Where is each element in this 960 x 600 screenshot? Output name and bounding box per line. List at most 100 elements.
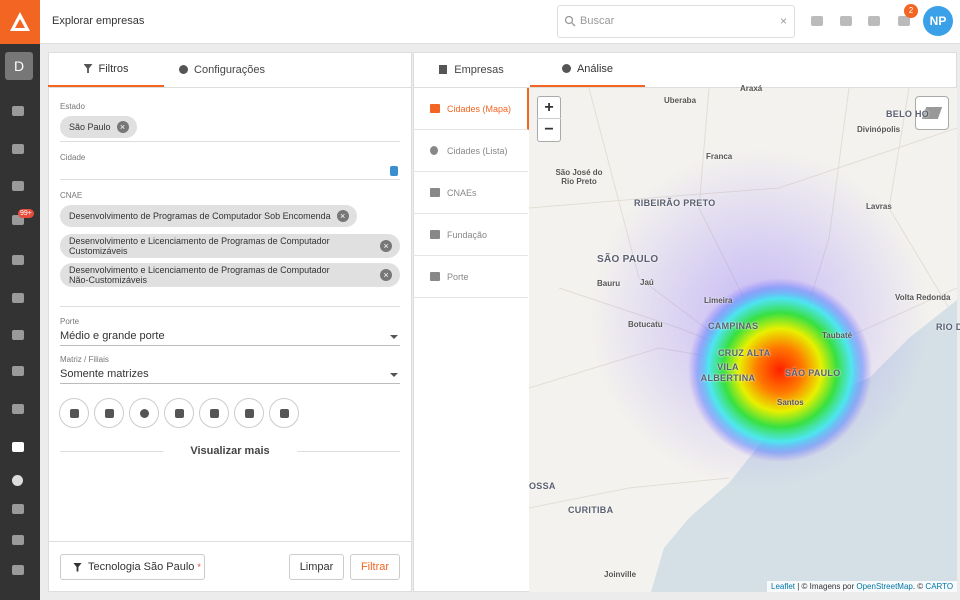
clear-button[interactable]: Limpar — [289, 554, 344, 580]
menu-label: CNAEs — [447, 187, 477, 198]
zoom-control — [537, 96, 561, 142]
notification-count: 2 — [904, 4, 918, 18]
select-caret — [390, 373, 398, 381]
location-icon[interactable] — [390, 166, 398, 176]
zoom-in[interactable]: + — [537, 96, 561, 119]
user-avatar[interactable]: NP — [923, 6, 953, 36]
map-label: Joinville — [604, 570, 637, 579]
map-label: RIBEIRÃO PRETO — [634, 198, 716, 208]
divider — [60, 451, 163, 452]
tab[interactable]: Configurações — [164, 52, 280, 87]
chip-text: Desenvolvimento e Licenciamento de Progr… — [69, 265, 330, 285]
saved-filter[interactable]: Tecnologia São Paulo * — [60, 554, 205, 580]
tab-label: Filtros — [98, 62, 129, 75]
text: | © Imagens por — [795, 582, 857, 591]
select-value[interactable]: Somente matrizes — [60, 368, 149, 380]
search-placeholder: Buscar — [580, 15, 615, 27]
link[interactable]: Leaflet — [771, 582, 796, 591]
map-label: Jaú — [640, 278, 654, 287]
tab-label: Configurações — [194, 63, 265, 76]
tab[interactable]: Empresas — [413, 52, 530, 87]
map-label: SÃO PAULO — [597, 254, 659, 265]
link[interactable]: OpenStreetMap — [856, 582, 913, 591]
map-label: CRUZ ALTA — [718, 348, 771, 358]
chip-text: Desenvolvimento de Programas de Computad… — [69, 211, 331, 221]
nav-icon[interactable] — [12, 144, 24, 154]
nav-icon[interactable] — [12, 215, 24, 225]
menu-item[interactable]: CNAEs — [413, 172, 528, 214]
menu-item[interactable]: Fundação — [413, 214, 528, 256]
menu-label: Fundação — [447, 229, 488, 240]
filters-panel — [48, 52, 412, 592]
logo[interactable] — [0, 0, 40, 44]
map-label: VILA ALBERTINA — [700, 362, 756, 383]
layers-control[interactable] — [915, 96, 949, 130]
page-title: Explorar empresas — [52, 15, 145, 27]
nav-icon[interactable] — [12, 565, 24, 575]
map-label: Limeira — [704, 296, 733, 305]
map[interactable] — [529, 88, 957, 592]
nav-icon[interactable] — [12, 106, 24, 116]
search-icon — [564, 15, 576, 27]
toolbar-icon[interactable] — [840, 16, 852, 26]
nav-icon[interactable] — [12, 255, 24, 265]
map-label: BELO HO — [886, 109, 930, 119]
contact-filter[interactable] — [199, 398, 229, 428]
nav-icon[interactable] — [12, 330, 24, 340]
map-label: Lavras — [866, 202, 892, 211]
nav-icon[interactable] — [12, 293, 24, 303]
map-label: Divinópolis — [857, 125, 901, 134]
notifications[interactable] — [898, 16, 910, 26]
map-label: Taubaté — [822, 331, 853, 340]
chip[interactable]: Desenvolvimento e Licenciamento de Progr… — [60, 263, 400, 287]
field-label: Cidade — [60, 153, 86, 162]
show-more[interactable]: Visualizar mais — [190, 445, 270, 457]
map-label: Franca — [706, 152, 733, 161]
contact-filter[interactable] — [164, 398, 194, 428]
map-label: CURITIBA — [568, 505, 614, 515]
field-underline — [60, 141, 400, 142]
nav-icon[interactable] — [12, 181, 24, 191]
divider — [297, 451, 400, 452]
apply-button[interactable]: Filtrar — [350, 554, 400, 580]
nav-icon[interactable] — [12, 475, 23, 486]
select-value[interactable]: Médio e grande porte — [60, 330, 165, 342]
chip[interactable]: Desenvolvimento de Programas de Computad… — [60, 205, 357, 227]
search-box[interactable] — [557, 5, 795, 38]
workspace-switch[interactable]: D — [5, 52, 33, 80]
field-underline — [60, 179, 400, 180]
nav-icon[interactable] — [12, 504, 24, 514]
map-label: SÃO PAULO — [785, 368, 841, 378]
search-clear[interactable]: × — [780, 14, 788, 28]
contact-filter[interactable] — [129, 398, 159, 428]
field-underline — [60, 306, 400, 307]
nav-icon[interactable] — [12, 535, 24, 545]
zoom-out[interactable]: − — [544, 121, 554, 138]
map-label: São José do Rio Preto — [555, 168, 603, 186]
field-label: Porte — [60, 317, 80, 326]
toolbar-icon[interactable] — [868, 16, 880, 26]
chip[interactable]: São Paulo × — [60, 116, 137, 138]
tab-active[interactable]: Filtros — [48, 52, 164, 87]
chip[interactable]: Desenvolvimento e Licenciamento de Progr… — [60, 234, 400, 258]
menu-item[interactable]: Cidades (Lista) — [413, 130, 528, 172]
nav-icon[interactable] — [12, 404, 24, 414]
saved-filter-name: Tecnologia São Paulo — [88, 561, 195, 573]
tab-label: Análise — [576, 62, 614, 75]
nav-icon-active[interactable] — [12, 442, 24, 452]
field-underline — [60, 383, 400, 384]
contact-filter[interactable] — [234, 398, 264, 428]
tab-active[interactable]: Análise — [530, 52, 645, 87]
link[interactable]: CARTO — [925, 582, 954, 591]
badge: 99+ — [18, 209, 34, 218]
menu-item[interactable]: Porte — [413, 256, 528, 298]
contact-filter[interactable] — [94, 398, 124, 428]
menu-item-active[interactable]: Cidades (Mapa) — [413, 88, 529, 130]
map-label: Uberaba — [664, 96, 697, 105]
contact-filter[interactable] — [59, 398, 89, 428]
map-label: Santos — [777, 398, 804, 407]
contact-filter[interactable] — [269, 398, 299, 428]
field-label: Estado — [60, 102, 85, 111]
toolbar-icon[interactable] — [811, 16, 823, 26]
nav-icon[interactable] — [12, 366, 24, 376]
